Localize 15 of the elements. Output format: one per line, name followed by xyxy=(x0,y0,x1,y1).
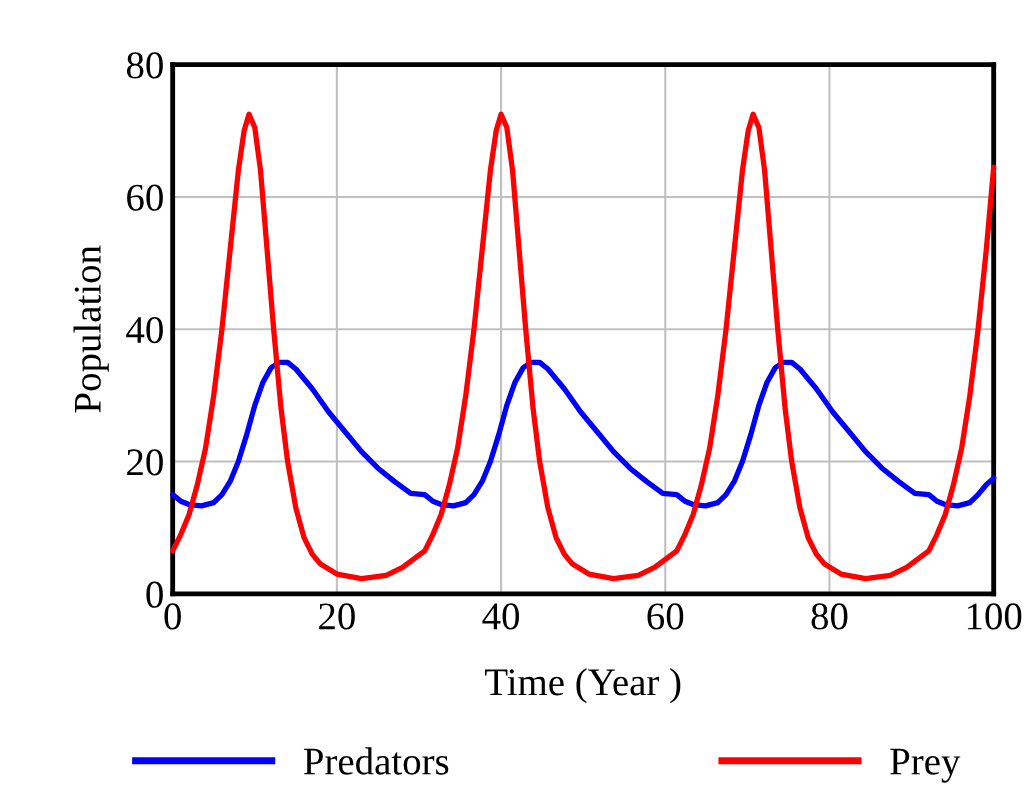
x-tick-label: 40 xyxy=(482,603,520,630)
legend-label: Prey xyxy=(890,748,961,783)
x-tick-label: 100 xyxy=(967,603,1022,630)
x-axis-title: Time (Year ) xyxy=(485,668,681,704)
y-tick-label: 60 xyxy=(127,184,163,211)
legend-label: Predators xyxy=(303,747,449,775)
y-tick-label: 40 xyxy=(126,316,163,344)
y-tick-label: 0 xyxy=(146,581,163,608)
y-tick-label: 80 xyxy=(126,52,163,79)
x-tick-label: 60 xyxy=(647,603,684,630)
x-tick-label: 20 xyxy=(319,603,355,630)
x-tick-label: 0 xyxy=(164,603,181,630)
x-tick-label: 80 xyxy=(811,603,848,630)
y-axis-title: Population xyxy=(73,245,109,413)
y-tick-label: 20 xyxy=(127,449,163,476)
